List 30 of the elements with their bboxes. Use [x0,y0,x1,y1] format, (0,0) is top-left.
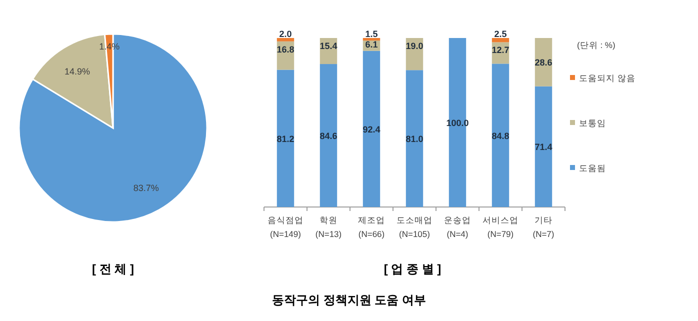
data-label: 1.5 [365,29,378,39]
data-label: 6.1 [365,40,378,50]
data-label: 81.0 [406,134,424,144]
x-tick-label: 제조업 (N=66) [358,215,385,239]
data-label: 83.7% [133,183,159,193]
data-label: 12.7 [492,45,510,56]
x-tick-label: 서비스업 (N=79) [482,215,518,239]
text: 동작구의 정책지원 도움 여부 [272,293,426,307]
data-label: 84.6 [320,131,338,142]
data-label: 28.6 [534,58,552,68]
legend-label: 도움되지 않음 [579,73,636,83]
x-tick-label: 학원 (N=13) [315,215,342,239]
legend-label: 도움됨 [579,163,606,173]
x-tick-label: 음식점업 (N=149) [268,215,304,239]
data-label: 84.8 [492,130,510,141]
data-label: 19.0 [406,41,424,51]
text: [ 전 체 ] [92,262,134,276]
data-label: 15.4 [320,41,338,51]
x-axis-title: [ 업 종 별 ] [384,262,442,276]
data-label: 16.8 [276,44,294,54]
data-label: 2.0 [279,29,292,39]
text: (단위 : %) [577,40,616,50]
data-label: 14.9% [64,66,90,77]
data-label: 81.2 [276,134,294,144]
data-label: 1.4% [99,41,120,52]
x-tick-label: 운송업 (N=4) [444,215,471,239]
legend-label: 보통임 [579,118,606,128]
x-tick-label: 기타 (N=7) [532,215,554,239]
x-tick-label: 도소매업 (N=105) [396,215,432,239]
data-label: 2.5 [494,29,507,39]
